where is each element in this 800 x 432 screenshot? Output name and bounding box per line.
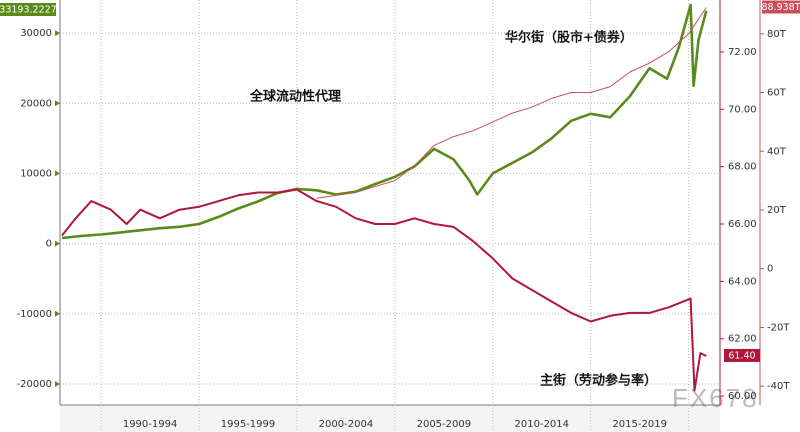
x-category-label: 2015-2019 <box>612 419 667 430</box>
y-tick <box>55 380 60 387</box>
y3-tick-label: 80T <box>767 29 787 40</box>
y2-tick-label: 60.00 <box>728 391 757 402</box>
y3-tick-label: -40T <box>767 381 790 392</box>
y-tick <box>55 30 60 37</box>
last-value-box <box>724 348 760 362</box>
y2-tick-label: 68.00 <box>728 162 757 173</box>
y-tick <box>55 310 60 317</box>
y-tick <box>55 170 60 177</box>
y3-tick-label: 40T <box>767 146 787 157</box>
series-line <box>61 188 707 392</box>
x-category-label: 1990-1994 <box>123 419 178 430</box>
y-tick-label: -20000 <box>17 379 52 390</box>
x-category-label: 2010-2014 <box>515 419 570 430</box>
y2-tick-label: 70.00 <box>728 104 757 115</box>
x-category-label: 1995-1999 <box>221 419 276 430</box>
annotation: 华尔街（股市+债券） <box>505 30 633 46</box>
y-tick-label: 30000 <box>20 28 52 39</box>
series-line <box>316 7 707 199</box>
y2-tick-label: 66.00 <box>728 219 757 230</box>
last-value-label: 61.40 <box>728 350 755 361</box>
y3-tick-label: -20T <box>767 322 790 333</box>
last-value-box <box>0 3 56 16</box>
y3-tick-label: 0 <box>767 264 773 275</box>
y2-tick-label: 62.00 <box>728 334 757 345</box>
last-value-box <box>762 0 800 14</box>
y-tick-label: 10000 <box>20 168 52 179</box>
x-band <box>60 405 720 432</box>
y-tick <box>55 240 60 247</box>
watermark: FX678 <box>672 383 759 413</box>
x-category-label: 2005-2009 <box>417 419 472 430</box>
last-value-label: 88.938T <box>761 2 800 13</box>
y3-tick-label: 60T <box>767 88 787 99</box>
series-line <box>61 3 708 240</box>
y-tick-label: 20000 <box>20 98 52 109</box>
y-tick-label: -10000 <box>17 309 52 320</box>
y2-tick-label: 72.00 <box>728 47 757 58</box>
y2-tick-label: 64.00 <box>728 276 757 287</box>
annotation: 主街（劳动参与率） <box>540 373 657 389</box>
y3-tick-label: 20T <box>767 205 787 216</box>
last-value-label: 33193.2227 <box>0 5 57 16</box>
x-category-label: 2000-2004 <box>319 419 374 430</box>
annotation: 全球流动性代理 <box>249 89 341 105</box>
y-tick <box>55 100 60 107</box>
y-tick-label: 0 <box>46 239 52 250</box>
